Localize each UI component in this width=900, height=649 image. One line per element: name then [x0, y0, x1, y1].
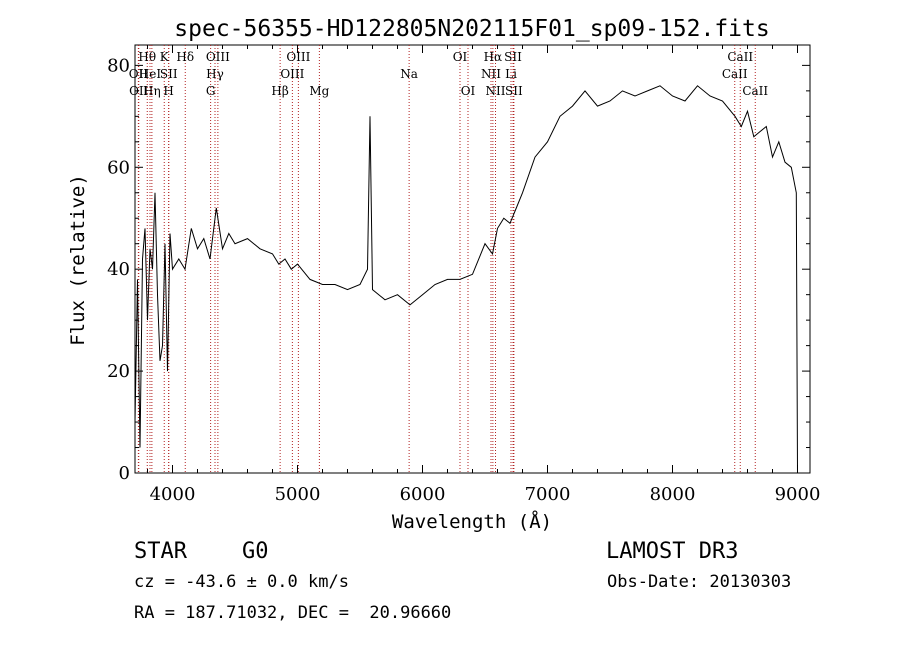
spectral-line-label: OI	[453, 50, 468, 64]
spectral-line-label: NII	[481, 67, 501, 81]
spectral-line-label: G	[206, 84, 216, 98]
spectral-line-label: CaII	[727, 50, 753, 64]
spectral-line-label: SII	[160, 67, 178, 81]
object-subclass: G0	[242, 539, 269, 564]
y-axis-ticks: 0 20 40 60 80	[107, 55, 810, 484]
x-tick-label: 8000	[650, 484, 696, 505]
spectral-line-label: SII	[505, 84, 523, 98]
y-axis-label: Flux (relative)	[67, 174, 89, 346]
object-class: STAR	[134, 539, 187, 564]
spectral-line-label: Hδ	[176, 50, 194, 64]
x-tick-label: 7000	[525, 484, 571, 505]
x-axis-ticks: 4000 5000 6000 7000 8000 9000	[147, 45, 821, 505]
x-axis-label: Wavelength (Å)	[392, 510, 552, 533]
spectral-line-label: Hα	[484, 50, 503, 64]
spectral-line-label: SII	[504, 50, 522, 64]
plot-frame	[134, 44, 811, 474]
spectral-line-label: HeI	[139, 67, 162, 81]
x-tick-label: 6000	[400, 484, 446, 505]
spectral-line-label: CaII	[722, 67, 748, 81]
spectral-line-label: H	[163, 84, 173, 98]
spectral-line-label: OIII	[280, 67, 304, 81]
y-tick-label: 0	[119, 463, 130, 484]
spectral-line-label: OIII	[206, 50, 230, 64]
coordinates: RA = 187.71032, DEC = 20.96660	[134, 603, 452, 623]
spectral-line-label: OIII	[286, 50, 310, 64]
x-tick-label: 4000	[150, 484, 196, 505]
y-tick-label: 40	[107, 259, 130, 280]
y-tick-label: 20	[107, 361, 130, 382]
observation-date: Obs-Date: 20130303	[607, 572, 792, 592]
x-tick-label: 5000	[275, 484, 321, 505]
spectral-line-label: CaII	[742, 84, 768, 98]
spectral-line-label: Li	[505, 67, 517, 81]
spectral-line-label: NII	[486, 84, 506, 98]
y-tick-label: 80	[107, 55, 130, 76]
spectral-line-label: Hθ	[138, 50, 156, 64]
redshift-velocity: cz = -43.6 ± 0.0 km/s	[134, 572, 349, 592]
spectral-line-label: Na	[400, 67, 418, 81]
spectral-line-label: K	[160, 50, 170, 64]
spectral-line-label: Hγ	[206, 67, 224, 81]
spectral-line-label: Mg	[309, 84, 329, 98]
spectrum-line	[134, 85, 798, 474]
spectral-line-label: OII	[129, 67, 149, 81]
spectral-line-label: Hη	[143, 84, 161, 98]
x-tick-label: 9000	[775, 484, 821, 505]
chart-title: spec-56355-HD122805N202115F01_sp09-152.f…	[174, 16, 769, 42]
spectral-line-markers	[137, 45, 756, 473]
spectral-line-label: Hβ	[271, 84, 288, 98]
spectral-line-label: OI	[461, 84, 476, 98]
y-tick-label: 60	[107, 157, 130, 178]
survey-name: LAMOST DR3	[606, 539, 739, 564]
